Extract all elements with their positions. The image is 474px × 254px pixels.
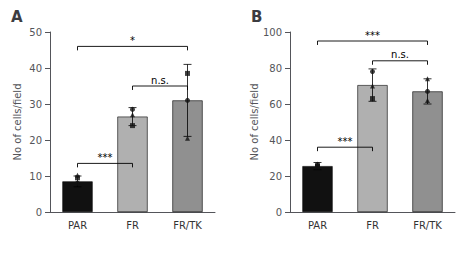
svg-text:40: 40 xyxy=(269,135,282,146)
svg-text:FR: FR xyxy=(366,220,379,231)
svg-text:n.s.: n.s. xyxy=(151,75,169,86)
svg-text:80: 80 xyxy=(269,63,282,74)
svg-text:***: *** xyxy=(98,152,113,163)
svg-text:FR/TK: FR/TK xyxy=(173,220,202,231)
svg-text:***: *** xyxy=(338,136,353,147)
svg-text:10: 10 xyxy=(29,171,42,182)
svg-text:A: A xyxy=(11,8,23,26)
svg-text:FR: FR xyxy=(126,220,139,231)
svg-text:0: 0 xyxy=(276,207,282,218)
svg-text:50: 50 xyxy=(29,27,42,38)
svg-text:***: *** xyxy=(365,30,380,41)
svg-text:30: 30 xyxy=(29,99,42,110)
svg-text:20: 20 xyxy=(29,135,42,146)
svg-text:No of cells/field: No of cells/field xyxy=(249,84,260,161)
svg-text:No of cells/field: No of cells/field xyxy=(12,84,23,161)
svg-text:n.s.: n.s. xyxy=(391,49,409,60)
svg-text:100: 100 xyxy=(263,27,282,38)
svg-text:0: 0 xyxy=(36,207,42,218)
svg-text:PAR: PAR xyxy=(308,220,327,231)
svg-text:B: B xyxy=(251,8,262,26)
svg-text:PAR: PAR xyxy=(68,220,87,231)
svg-text:FR/TK: FR/TK xyxy=(413,220,442,231)
svg-text:*: * xyxy=(130,35,135,46)
svg-text:20: 20 xyxy=(269,171,282,182)
svg-text:40: 40 xyxy=(29,63,42,74)
svg-text:60: 60 xyxy=(269,99,282,110)
